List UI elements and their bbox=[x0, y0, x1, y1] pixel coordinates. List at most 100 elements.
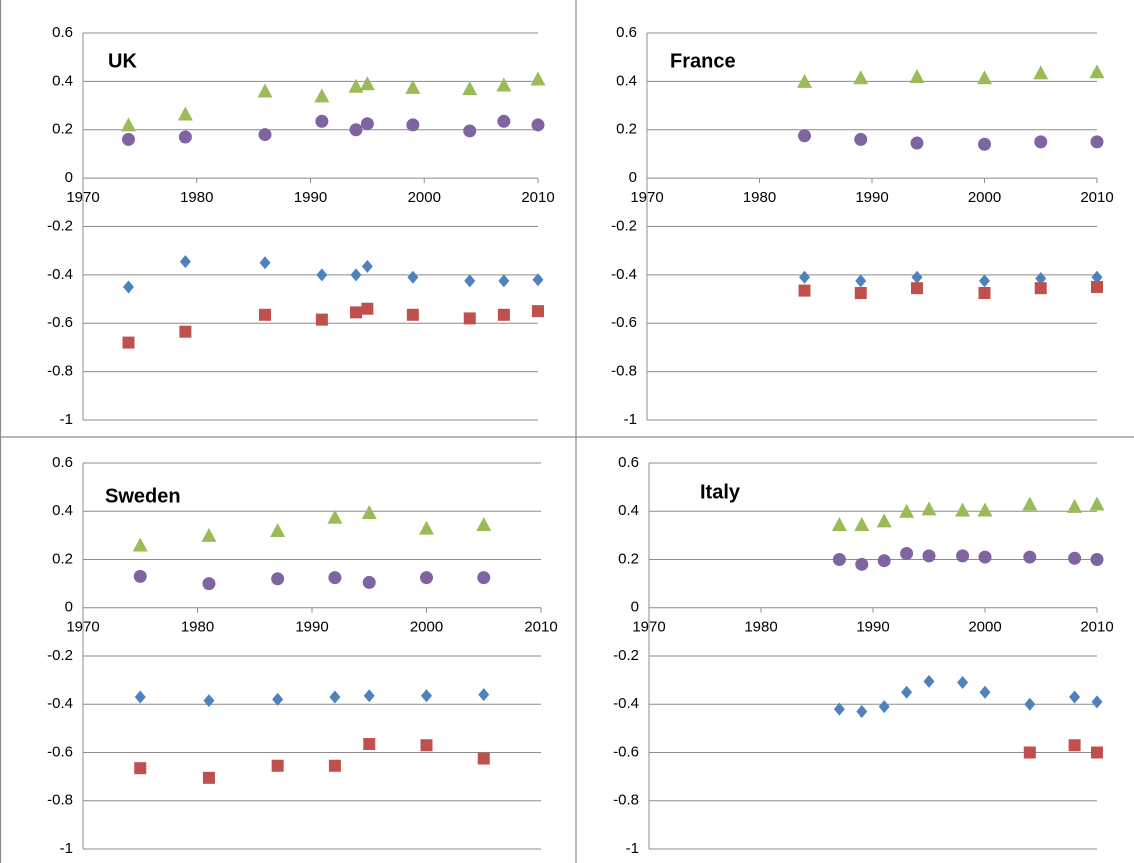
marker bbox=[978, 550, 992, 564]
marker bbox=[406, 308, 419, 321]
marker bbox=[854, 132, 868, 146]
marker bbox=[421, 689, 432, 703]
marker bbox=[1068, 551, 1082, 565]
x-tick-label: 1990 bbox=[855, 189, 888, 206]
marker bbox=[956, 549, 970, 563]
x-tick-label: 1980 bbox=[181, 619, 214, 636]
y-tick-label: 0.6 bbox=[616, 24, 637, 41]
marker bbox=[498, 274, 510, 288]
x-tick-label: 2000 bbox=[968, 189, 1001, 206]
x-tick-label: 1990 bbox=[294, 189, 327, 206]
y-tick-label: -0.4 bbox=[47, 695, 73, 712]
x-tick-label: 1990 bbox=[295, 619, 328, 636]
marker bbox=[202, 577, 216, 591]
marker bbox=[314, 88, 330, 103]
marker bbox=[350, 268, 362, 282]
marker bbox=[257, 83, 273, 98]
marker bbox=[497, 114, 511, 128]
marker bbox=[878, 700, 890, 714]
marker bbox=[121, 117, 136, 132]
marker bbox=[132, 537, 148, 552]
marker bbox=[979, 685, 991, 699]
y-tick-label: -1 bbox=[60, 411, 73, 428]
marker bbox=[797, 73, 812, 88]
marker bbox=[259, 256, 271, 270]
marker bbox=[911, 282, 923, 295]
marker bbox=[349, 123, 363, 137]
marker bbox=[799, 270, 810, 284]
marker bbox=[899, 503, 915, 518]
panel-title: France bbox=[670, 50, 736, 72]
y-tick-label: 0.4 bbox=[52, 502, 73, 519]
marker bbox=[271, 572, 285, 586]
marker bbox=[363, 689, 375, 703]
y-tick-label: -0.2 bbox=[611, 217, 637, 234]
marker bbox=[316, 268, 328, 282]
y-tick-label: -0.4 bbox=[47, 266, 73, 283]
marker bbox=[178, 130, 192, 144]
marker bbox=[361, 504, 377, 519]
y-tick-label: -0.8 bbox=[47, 363, 73, 380]
marker bbox=[463, 124, 477, 138]
marker bbox=[123, 280, 134, 294]
marker bbox=[362, 575, 376, 589]
x-tick-label: 1970 bbox=[630, 189, 663, 206]
marker bbox=[1089, 64, 1105, 79]
marker bbox=[258, 128, 272, 142]
y-tick-label: -0.4 bbox=[613, 695, 639, 712]
marker bbox=[134, 762, 147, 775]
marker bbox=[463, 312, 476, 325]
marker bbox=[1091, 695, 1103, 709]
marker bbox=[478, 688, 490, 702]
marker bbox=[1067, 498, 1083, 513]
marker bbox=[272, 692, 284, 706]
marker bbox=[270, 523, 286, 538]
marker bbox=[420, 571, 433, 585]
marker bbox=[1022, 496, 1038, 511]
marker bbox=[405, 79, 421, 94]
y-tick-label: -0.8 bbox=[47, 792, 73, 809]
x-tick-label: 2010 bbox=[521, 189, 554, 206]
y-tick-label: -0.4 bbox=[611, 266, 637, 283]
marker bbox=[497, 308, 510, 321]
marker bbox=[957, 676, 969, 690]
y-tick-label: 0.6 bbox=[52, 454, 73, 471]
marker bbox=[496, 77, 512, 92]
marker bbox=[831, 517, 847, 532]
marker bbox=[348, 78, 364, 93]
marker bbox=[361, 259, 373, 273]
marker bbox=[1091, 280, 1103, 293]
y-tick-label: -1 bbox=[626, 840, 639, 857]
marker bbox=[1023, 550, 1037, 564]
x-tick-label: 1980 bbox=[744, 619, 777, 636]
marker bbox=[923, 674, 935, 688]
marker bbox=[798, 129, 811, 143]
marker bbox=[1024, 697, 1036, 711]
y-tick-label: -0.2 bbox=[613, 647, 639, 664]
marker bbox=[359, 76, 375, 91]
y-tick-label: 0.2 bbox=[52, 550, 73, 567]
marker bbox=[476, 517, 492, 532]
marker bbox=[1033, 65, 1049, 80]
marker bbox=[1091, 270, 1103, 284]
marker bbox=[1091, 746, 1103, 759]
marker bbox=[477, 752, 490, 765]
panel-title: Sweden bbox=[105, 485, 181, 507]
marker bbox=[363, 738, 376, 751]
marker bbox=[909, 69, 925, 84]
marker bbox=[876, 513, 892, 528]
panel-title: UK bbox=[108, 50, 137, 72]
x-tick-label: 1990 bbox=[856, 619, 889, 636]
marker bbox=[271, 759, 284, 772]
marker bbox=[530, 71, 546, 86]
marker bbox=[133, 569, 147, 583]
y-tick-label: 0.2 bbox=[616, 121, 637, 138]
x-tick-label: 1970 bbox=[66, 189, 99, 206]
marker bbox=[1035, 272, 1047, 286]
marker bbox=[921, 501, 937, 516]
y-tick-label: 0 bbox=[65, 599, 73, 616]
y-tick-label: 0.6 bbox=[52, 24, 73, 41]
marker bbox=[1034, 282, 1047, 295]
